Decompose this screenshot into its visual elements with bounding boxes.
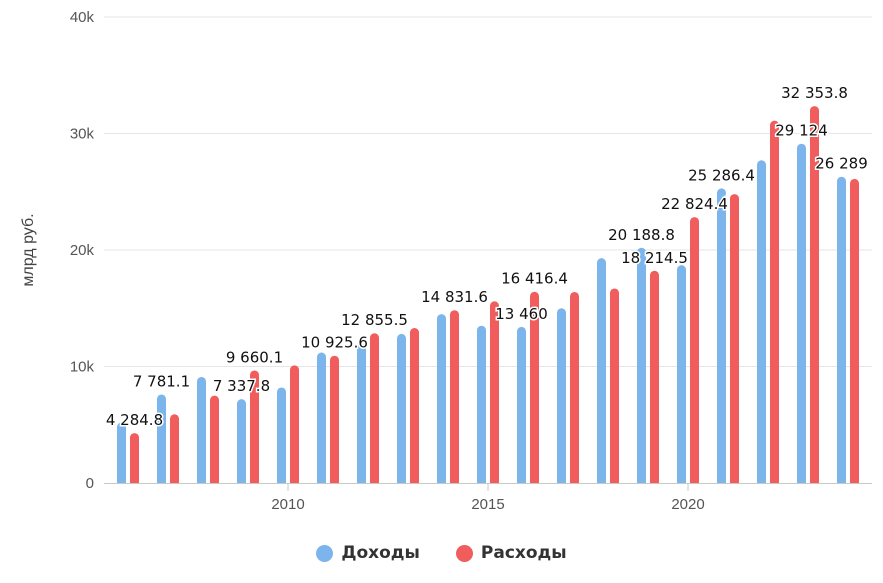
legend-label-expenses: Расходы <box>480 543 567 563</box>
y-tick-label: 0 <box>86 475 94 492</box>
bar-income-2023[interactable] <box>797 143 806 484</box>
bar-expenses-2019[interactable] <box>650 270 659 483</box>
data-label: 9 660.1 <box>226 348 283 366</box>
bar-income-2017[interactable] <box>557 308 566 483</box>
data-label: 12 855.5 <box>341 311 408 329</box>
data-label: 18 214.5 <box>621 249 688 267</box>
bar-expenses-2017[interactable] <box>570 291 579 483</box>
y-axis-label: млрд руб. <box>20 213 37 286</box>
y-tick-label: 30k <box>70 126 95 143</box>
bar-income-2014[interactable] <box>437 314 446 483</box>
legend-item-income[interactable]: Доходы <box>316 543 420 563</box>
y-tick-label: 10k <box>70 359 95 376</box>
data-label: 29 124 <box>775 122 828 140</box>
bar-expenses-2009[interactable] <box>250 370 259 483</box>
gridlines <box>104 16 872 367</box>
data-label: 7 337.8 <box>213 377 270 395</box>
bar-expenses-2013[interactable] <box>410 328 419 483</box>
bar-expenses-2015[interactable] <box>490 301 499 483</box>
bar-income-2013[interactable] <box>397 333 406 483</box>
bar-expenses-2008[interactable] <box>210 395 219 483</box>
legend-label-income: Доходы <box>341 543 420 563</box>
data-label: 25 286.4 <box>688 166 755 184</box>
bar-income-2018[interactable] <box>597 258 606 483</box>
y-axis-ticks: 0 10k 20k 30k 40k <box>70 9 95 492</box>
data-label: 10 925.6 <box>301 334 368 352</box>
data-label: 7 781.1 <box>133 372 190 390</box>
bar-income-2022[interactable] <box>757 160 766 483</box>
bar-expenses-2011[interactable] <box>330 355 339 483</box>
legend: Доходы Расходы <box>0 543 883 563</box>
legend-item-expenses[interactable]: Расходы <box>455 543 567 563</box>
bar-income-2021[interactable] <box>717 188 726 483</box>
bar-expenses-2024[interactable] <box>850 178 859 483</box>
x-axis: 2010 2015 2020 <box>104 483 872 513</box>
x-tick-label: 2015 <box>471 496 504 513</box>
bar-income-2011[interactable] <box>317 352 326 483</box>
data-labels: 4 284.8 7 781.1 7 337.8 9 660.1 10 925.6 12 8… <box>104 83 869 431</box>
y-tick-label: 40k <box>70 9 95 26</box>
bars <box>117 106 859 484</box>
data-label: 22 824.4 <box>661 195 728 213</box>
bar-income-2020[interactable] <box>677 265 686 483</box>
legend-marker-expenses <box>455 544 473 562</box>
bar-expenses-2007[interactable] <box>170 414 179 483</box>
bar-income-2010[interactable] <box>277 387 286 483</box>
data-label: 16 416.4 <box>501 270 568 288</box>
bar-expenses-2014[interactable] <box>450 310 459 483</box>
data-label: 14 831.6 <box>421 288 488 306</box>
bar-expenses-2018[interactable] <box>610 288 619 483</box>
bar-expenses-2006[interactable] <box>130 433 139 483</box>
bar-income-2006[interactable] <box>117 422 126 483</box>
y-tick-label: 20k <box>70 242 95 259</box>
bar-income-2019[interactable] <box>637 247 646 483</box>
x-tick-label: 2010 <box>271 496 304 513</box>
bar-income-2008[interactable] <box>197 376 206 483</box>
bar-income-2015[interactable] <box>477 325 486 483</box>
data-label: 32 353.8 <box>781 84 848 102</box>
bar-expenses-2020[interactable] <box>690 217 699 483</box>
bar-income-2009[interactable] <box>237 399 246 483</box>
bar-expenses-2021[interactable] <box>730 194 739 483</box>
bar-income-2024[interactable] <box>837 176 846 484</box>
bar-income-2012[interactable] <box>357 344 366 483</box>
data-label: 26 289 <box>815 155 868 173</box>
bar-expenses-2016[interactable] <box>530 291 539 483</box>
bar-expenses-2010[interactable] <box>290 365 299 483</box>
data-label: 4 284.8 <box>106 411 163 429</box>
bar-income-2007[interactable] <box>157 394 166 483</box>
bar-expenses-2023[interactable] <box>810 106 819 483</box>
bar-expenses-2022[interactable] <box>770 120 779 483</box>
data-label: 13 460 <box>495 305 548 323</box>
x-tick-label: 2020 <box>671 496 704 513</box>
bar-income-2016[interactable] <box>517 326 526 483</box>
bar-expenses-2012[interactable] <box>370 333 379 483</box>
legend-marker-income <box>316 544 334 562</box>
data-label: 20 188.8 <box>608 226 675 244</box>
